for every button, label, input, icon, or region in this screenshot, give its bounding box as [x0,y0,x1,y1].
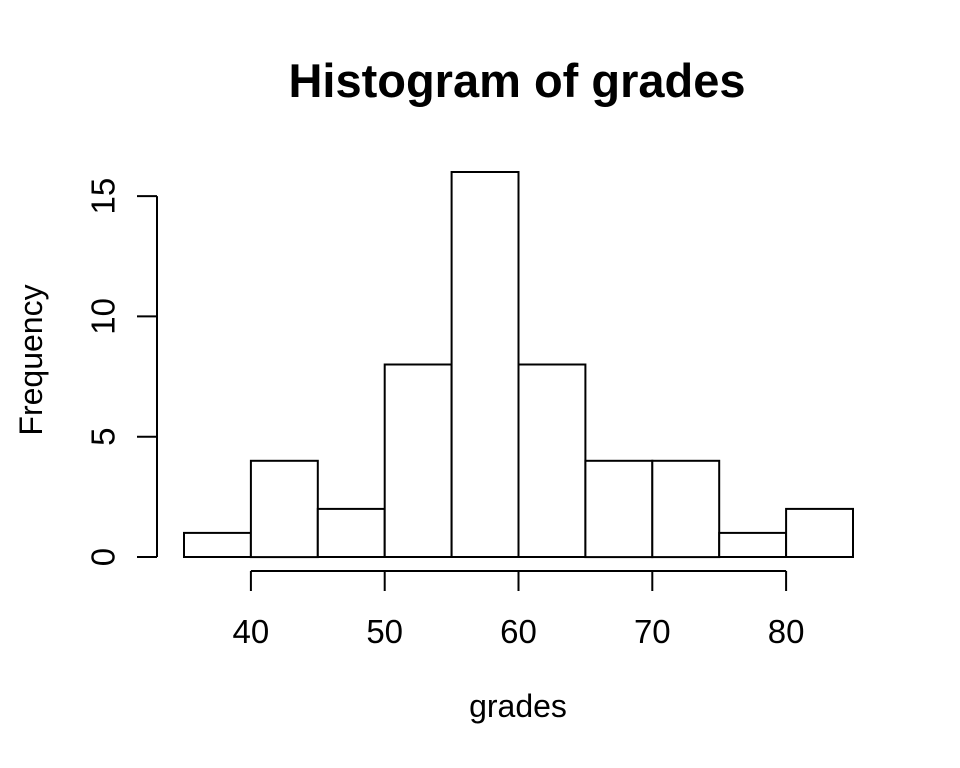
histogram-bar-70-75 [651,459,721,559]
x-tick-label-60: 60 [500,613,537,650]
y-tick-label-0: 0 [85,548,122,566]
y-tick-label-10: 10 [85,298,122,335]
histogram-bar-75-80 [718,531,788,559]
y-axis-label: Frequency [13,284,49,435]
histogram-bar-40-45 [249,459,319,559]
x-tick-label-50: 50 [366,613,403,650]
chart-title: Histogram of grades [288,54,745,107]
histogram-bar-35-40 [183,531,252,559]
x-axis-label: grades [469,688,567,724]
histogram-bar-60-65 [517,363,587,558]
x-tick-label-40: 40 [233,613,270,650]
histogram-bar-45-50 [316,507,386,558]
histogram-bar-55-60 [450,171,520,558]
y-tick-label-15: 15 [85,178,122,215]
histogram-bar-50-55 [383,363,453,558]
bars-group [183,171,854,559]
axes-group [137,195,788,591]
x-tick-label-80: 80 [768,613,805,650]
histogram-bar-80-85 [785,507,854,558]
y-tick-labels-group: 0 5 10 15 [85,178,122,566]
x-tick-labels-group: 40 50 60 70 80 [233,613,805,650]
y-tick-label-5: 5 [85,428,122,446]
histogram-bar-65-70 [584,459,654,559]
x-tick-label-70: 70 [634,613,671,650]
